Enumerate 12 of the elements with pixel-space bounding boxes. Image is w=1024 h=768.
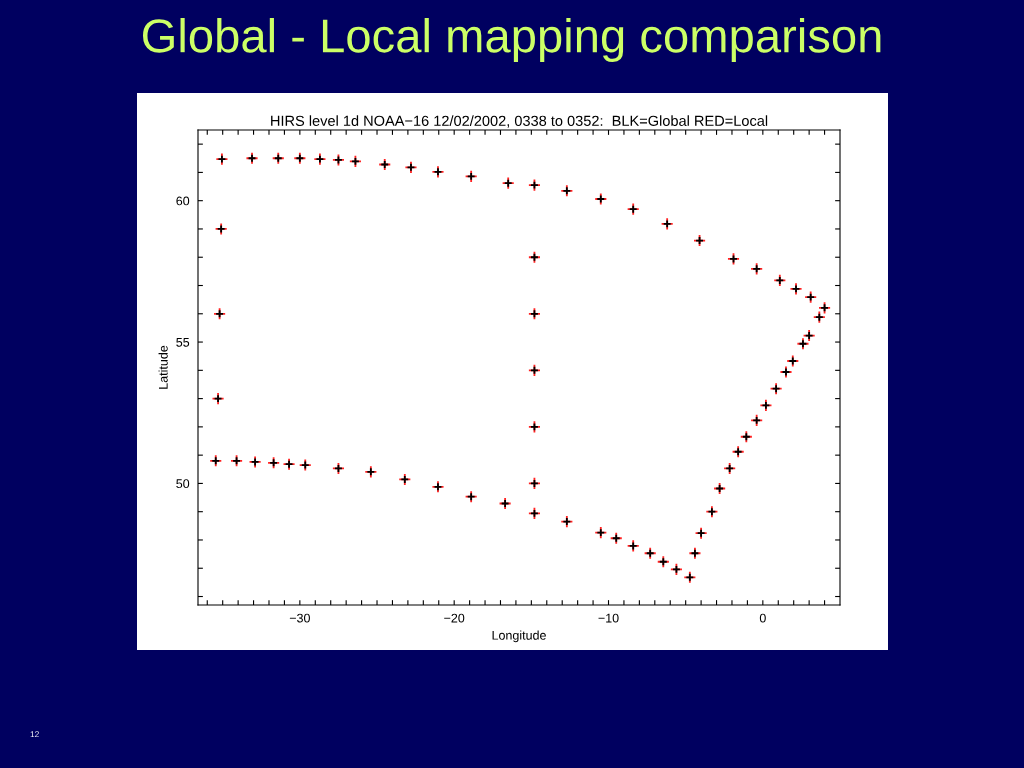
text: 12: [30, 731, 39, 737]
y-tick-label: 50: [176, 479, 190, 489]
x-axis-title: Longitude: [492, 630, 546, 643]
y-axis-title: Latitude: [158, 345, 168, 389]
x-tick-label: −20: [444, 613, 465, 623]
chart-title: Global - Local mapping comparison: [142, 17, 881, 63]
y-tick-label: 60: [176, 196, 190, 206]
chart-subtitle: HIRS level 1d NOAA−16 12/02/2002, 0338 to 0352: BLK=Global RED=Local: [271, 115, 768, 128]
x-tick-label: −30: [289, 613, 310, 623]
y-tick-label: 55: [176, 337, 190, 347]
x-tick-label: 0: [759, 613, 766, 623]
x-tick-label: −10: [598, 613, 619, 623]
